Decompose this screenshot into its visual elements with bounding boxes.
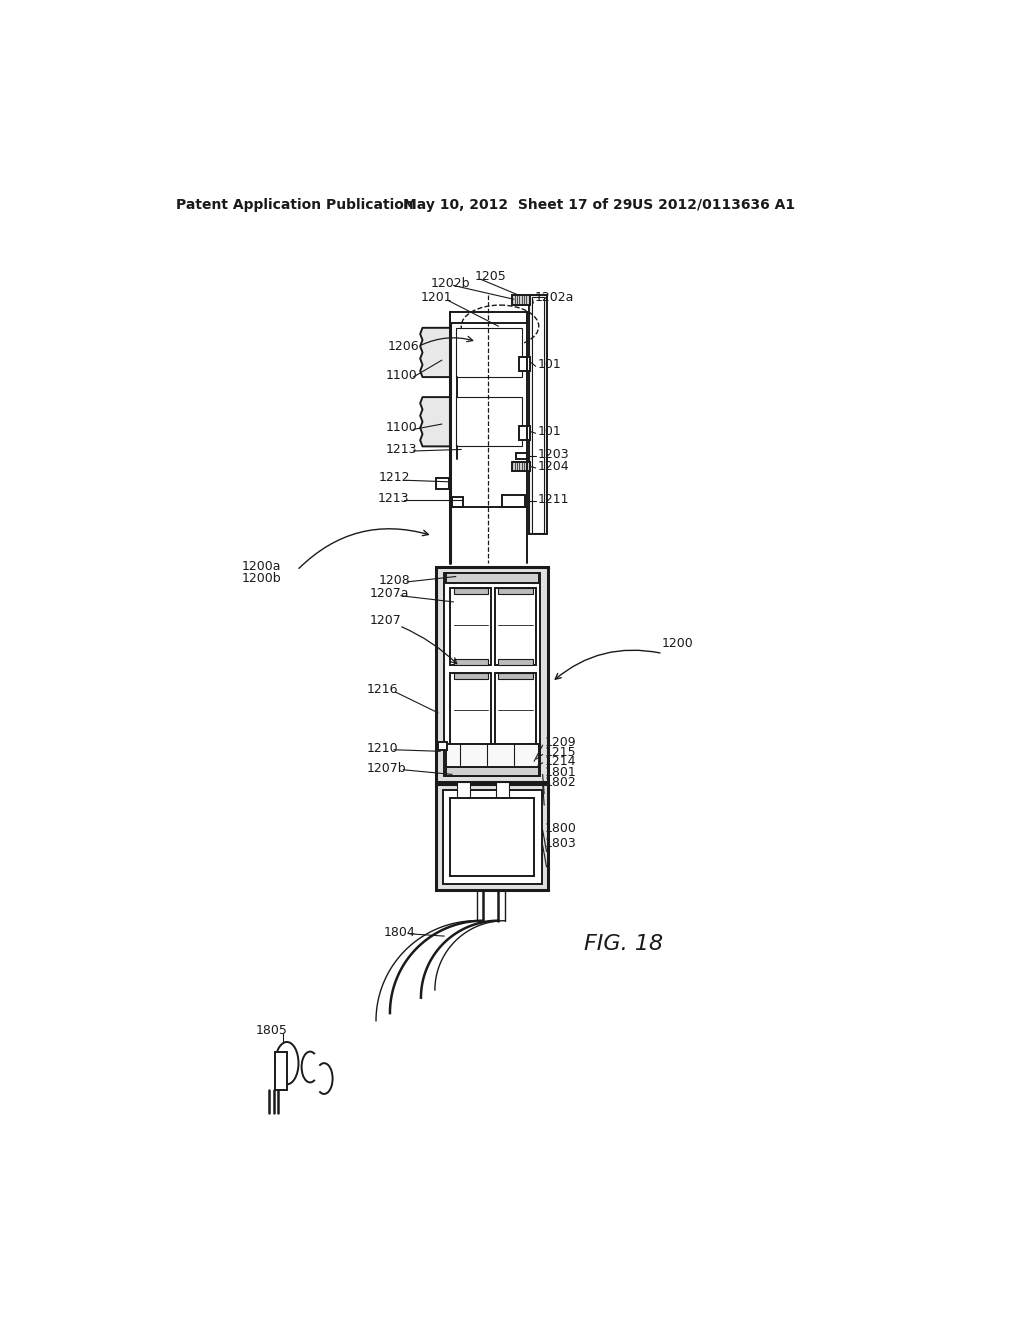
Text: US 2012/0113636 A1: US 2012/0113636 A1: [632, 198, 795, 211]
Text: 1100: 1100: [386, 370, 418, 381]
Text: 1803: 1803: [545, 837, 577, 850]
Bar: [451, 589, 490, 665]
Text: 1800: 1800: [545, 822, 577, 834]
Text: 1200a: 1200a: [242, 560, 282, 573]
Text: 1214: 1214: [545, 755, 577, 768]
Circle shape: [498, 755, 506, 763]
Text: 1205: 1205: [474, 269, 506, 282]
Bar: [496, 781, 509, 804]
Text: 1216: 1216: [367, 684, 398, 696]
Text: 1208: 1208: [379, 574, 411, 587]
Bar: [496, 673, 536, 750]
Bar: [454, 659, 487, 665]
Bar: [454, 673, 487, 678]
Text: 1201: 1201: [421, 290, 453, 304]
Bar: [454, 589, 487, 594]
Text: 1200: 1200: [662, 638, 693, 649]
Bar: [499, 743, 532, 750]
Bar: [452, 498, 463, 507]
Bar: [275, 1052, 287, 1090]
Text: 1213: 1213: [386, 444, 418, 455]
Bar: [496, 589, 536, 665]
Bar: [512, 296, 530, 305]
Bar: [454, 743, 487, 750]
Bar: [438, 742, 447, 750]
Text: May 10, 2012  Sheet 17 of 29: May 10, 2012 Sheet 17 of 29: [403, 198, 633, 211]
Ellipse shape: [275, 1041, 299, 1084]
Text: 1207: 1207: [370, 614, 401, 627]
Text: 1804: 1804: [384, 925, 416, 939]
Bar: [445, 743, 539, 767]
Text: 1206: 1206: [388, 339, 419, 352]
Text: 1202a: 1202a: [535, 290, 574, 304]
Text: 1213: 1213: [378, 492, 409, 506]
Text: FIG. 18: FIG. 18: [584, 933, 663, 954]
Bar: [529, 296, 547, 535]
Bar: [456, 327, 521, 378]
Bar: [512, 462, 530, 471]
Text: 1209: 1209: [545, 735, 577, 748]
Bar: [458, 781, 470, 804]
Text: 1210: 1210: [367, 742, 398, 755]
Bar: [519, 426, 530, 441]
Bar: [444, 573, 541, 776]
Text: 1802: 1802: [545, 776, 577, 788]
Text: 101: 101: [538, 358, 561, 371]
Bar: [445, 766, 539, 776]
Polygon shape: [420, 397, 450, 446]
Text: 1212: 1212: [379, 471, 411, 484]
Bar: [531, 297, 544, 533]
Circle shape: [464, 755, 471, 763]
Bar: [499, 589, 532, 594]
Polygon shape: [420, 327, 450, 378]
Text: 1801: 1801: [545, 767, 577, 779]
Bar: [442, 789, 542, 884]
Text: Patent Application Publication: Patent Application Publication: [176, 198, 414, 211]
Bar: [451, 673, 490, 750]
Text: 1100: 1100: [386, 421, 418, 434]
Text: 1204: 1204: [538, 459, 568, 473]
Text: 1207b: 1207b: [367, 762, 407, 775]
Text: 1211: 1211: [538, 492, 568, 506]
Text: 1200b: 1200b: [242, 572, 282, 585]
Bar: [436, 478, 449, 488]
Bar: [450, 313, 527, 323]
Bar: [515, 453, 528, 459]
Bar: [499, 659, 532, 665]
Bar: [451, 797, 535, 876]
Text: 1202b: 1202b: [430, 277, 470, 289]
Bar: [436, 784, 548, 890]
Bar: [436, 566, 548, 781]
Text: 1207a: 1207a: [370, 587, 410, 601]
Bar: [502, 495, 524, 507]
Text: 1203: 1203: [538, 449, 568, 462]
Text: 101: 101: [538, 425, 561, 438]
Bar: [519, 358, 530, 371]
Text: 1805: 1805: [256, 1023, 288, 1036]
Bar: [445, 573, 539, 583]
Text: 1215: 1215: [545, 746, 577, 759]
Bar: [499, 673, 532, 678]
Bar: [456, 397, 521, 446]
